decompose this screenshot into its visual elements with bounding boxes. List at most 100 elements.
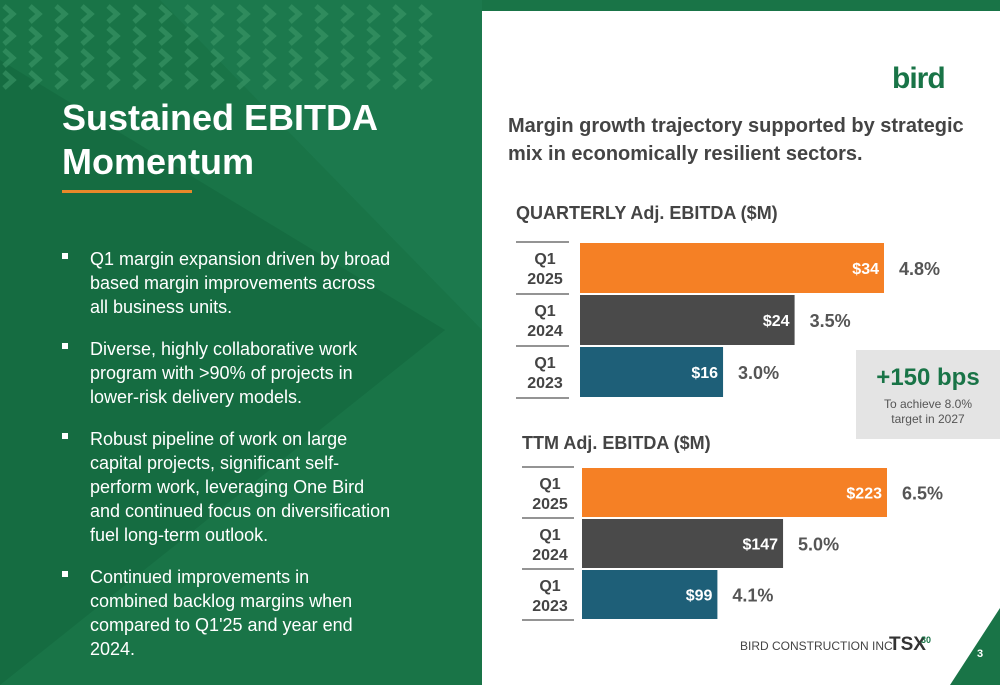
margin-label: 6.5% [902, 484, 943, 504]
bullet-item: Continued improvements in combined backl… [62, 565, 392, 661]
category-label-quarter: Q1 [534, 251, 555, 268]
chevron-icon [80, 26, 95, 46]
left-panel: Sustained EBITDA Momentum Q1 margin expa… [0, 0, 482, 685]
category-label-quarter: Q1 [539, 476, 560, 493]
chevron-icon [288, 70, 303, 90]
chevron-icon [236, 48, 251, 68]
bar [580, 295, 795, 345]
chevron-icon [236, 26, 251, 46]
chevron-icon [210, 4, 225, 24]
chevron-icon [54, 26, 69, 46]
chevron-icon [2, 4, 17, 24]
chevron-icon [132, 26, 147, 46]
chevron-icon [418, 70, 433, 90]
quarterly-chart-title: QUARTERLY Adj. EBITDA ($M) [516, 203, 778, 223]
chevron-icon [288, 26, 303, 46]
chevron-icon [210, 26, 225, 46]
bar-value-label: $147 [742, 537, 778, 554]
category-label-year: 2024 [532, 547, 568, 564]
margin-label: 4.1% [732, 586, 773, 606]
bullet-square-icon [62, 253, 68, 259]
chevron-icon [54, 48, 69, 68]
chevron-icon [210, 48, 225, 68]
chevron-icon [340, 70, 355, 90]
chevron-icon [28, 48, 43, 68]
chevron-icon [314, 70, 329, 90]
category-label-year: 2024 [527, 323, 563, 340]
margin-label: 4.8% [899, 259, 940, 279]
chevron-icon [158, 4, 173, 24]
chevron-icon [340, 48, 355, 68]
chevron-icon [158, 26, 173, 46]
category-label-quarter: Q1 [539, 578, 560, 595]
chevron-icon [132, 4, 147, 24]
chevron-icon [366, 26, 381, 46]
bar [580, 347, 724, 397]
category-label-quarter: Q1 [539, 527, 560, 544]
bullet-list: Q1 margin expansion driven by broad base… [62, 247, 392, 679]
chevron-pattern [2, 4, 433, 90]
chevron-icon [54, 4, 69, 24]
bullet-item: Diverse, highly collaborative work progr… [62, 337, 392, 409]
margin-label: 3.5% [810, 311, 851, 331]
chevron-icon [288, 48, 303, 68]
category-label-year: 2023 [527, 375, 563, 392]
chevron-icon [366, 48, 381, 68]
chevron-icon [366, 4, 381, 24]
bullet-text: Continued improvements in combined backl… [90, 567, 353, 659]
category-label-quarter: Q1 [534, 303, 555, 320]
chevron-icon [262, 4, 277, 24]
chevron-icon [2, 48, 17, 68]
bar-value-label: $223 [846, 486, 882, 503]
footer-company: BIRD CONSTRUCTION INC. [740, 639, 896, 653]
chevron-icon [236, 70, 251, 90]
top-accent-strip [482, 0, 1000, 11]
chevron-icon [262, 26, 277, 46]
chevron-icon [158, 70, 173, 90]
chevron-icon [184, 70, 199, 90]
margin-label: 5.0% [798, 535, 839, 555]
chevron-icon [132, 70, 147, 90]
ttm-chart-title: TTM Adj. EBITDA ($M) [522, 433, 711, 453]
bullet-square-icon [62, 343, 68, 349]
corner-triangle [950, 608, 1000, 685]
tsx-logo-text: TSX [889, 634, 926, 655]
chevron-icon [184, 26, 199, 46]
margin-label: 3.0% [738, 363, 779, 383]
chevron-icon [80, 48, 95, 68]
tsx30-logo: TSX 30 [889, 634, 931, 656]
slide-title: Sustained EBITDA Momentum [62, 97, 377, 182]
chevron-icon [340, 26, 355, 46]
category-label-quarter: Q1 [534, 355, 555, 372]
bps-value: +150 bps [876, 364, 980, 391]
title-underline [62, 190, 192, 193]
bullet-text: Diverse, highly collaborative work progr… [90, 339, 358, 407]
page-number: 3 [977, 648, 984, 660]
chevron-icon [28, 70, 43, 90]
bar-value-label: $16 [691, 365, 718, 382]
chevron-icon [210, 70, 225, 90]
chevron-icon [262, 48, 277, 68]
chevron-icon [418, 26, 433, 46]
category-label-year: 2023 [532, 598, 568, 615]
bar [582, 468, 887, 517]
chevron-icon [106, 48, 121, 68]
chevron-icon [314, 26, 329, 46]
chevron-icon [340, 4, 355, 24]
chevron-icon [80, 4, 95, 24]
chevron-icon [262, 70, 277, 90]
bps-note: To achieve 8.0% target in 2027 [883, 397, 973, 426]
chevron-icon [106, 26, 121, 46]
chevron-icon [28, 4, 43, 24]
chevron-icon [80, 70, 95, 90]
chevron-icon [184, 48, 199, 68]
chevron-icon [2, 70, 17, 90]
bird-logo: bird [892, 62, 946, 95]
chevron-icon [392, 26, 407, 46]
bullet-item: Q1 margin expansion driven by broad base… [62, 247, 392, 319]
bullet-item: Robust pipeline of work on large capital… [62, 427, 392, 547]
chevron-icon [132, 48, 147, 68]
chevron-icon [54, 70, 69, 90]
bullet-square-icon [62, 571, 68, 577]
